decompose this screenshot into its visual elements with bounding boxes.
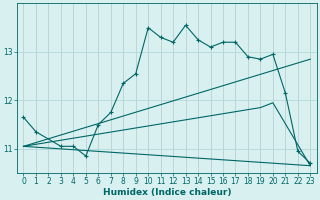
X-axis label: Humidex (Indice chaleur): Humidex (Indice chaleur) [103,188,231,197]
